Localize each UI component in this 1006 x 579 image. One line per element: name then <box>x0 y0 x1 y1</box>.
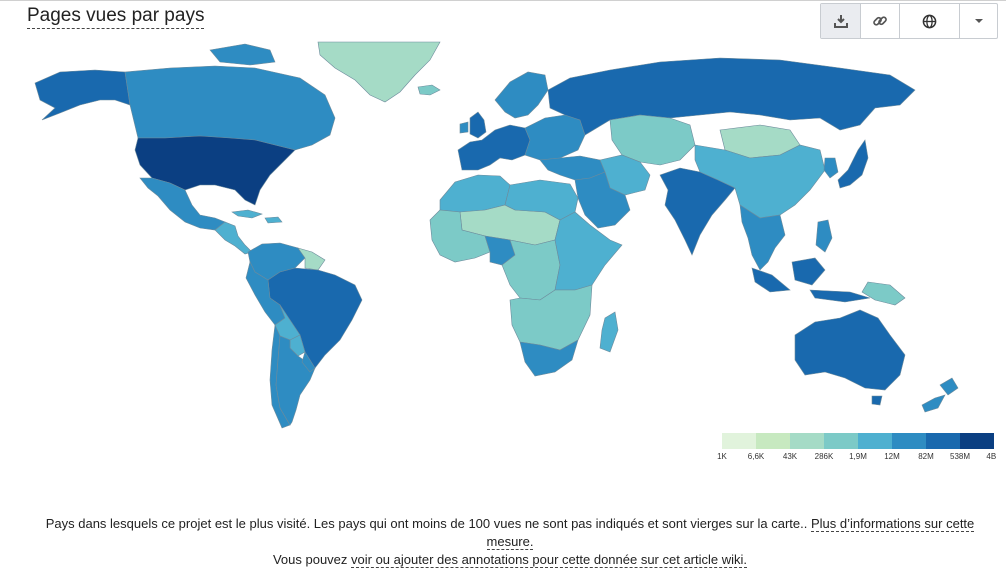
link-icon <box>873 16 887 26</box>
download-icon <box>833 15 848 28</box>
region-central-america[interactable] <box>214 221 253 255</box>
region-china[interactable] <box>694 144 826 219</box>
legend-swatch <box>960 433 994 449</box>
region-caribbean-2[interactable] <box>264 216 283 224</box>
region-eastern-europe[interactable] <box>524 114 586 161</box>
globe-icon <box>922 14 937 28</box>
region-western-europe[interactable] <box>457 124 531 171</box>
top-divider <box>0 0 1006 1</box>
map-view-button[interactable] <box>900 4 960 38</box>
region-east-africa[interactable] <box>554 211 623 291</box>
region-argentina[interactable] <box>275 335 316 426</box>
caret-down-icon <box>974 19 983 23</box>
region-madagascar[interactable] <box>599 311 619 353</box>
region-uruguay[interactable] <box>301 351 316 373</box>
more-info-link[interactable]: Plus d’informations sur cette mesure. <box>486 516 975 550</box>
legend-tick: 12M <box>884 452 900 461</box>
legend-swatch <box>926 433 960 449</box>
region-korea[interactable] <box>823 157 839 179</box>
legend-tick: 4B <box>986 452 997 461</box>
region-indonesia[interactable] <box>751 257 871 303</box>
region-saudi-arabia[interactable] <box>574 171 631 229</box>
region-central-asia[interactable] <box>609 114 696 166</box>
color-legend: 1K 6,6K 43K 286K 1,9M 12M 82M 538M 4B <box>717 433 997 464</box>
region-alaska[interactable] <box>34 69 131 121</box>
region-caribbean[interactable] <box>231 209 263 219</box>
region-united-kingdom[interactable] <box>469 111 487 139</box>
region-papua-new-guinea[interactable] <box>861 281 906 306</box>
region-tasmania[interactable] <box>871 395 883 406</box>
legend-swatches <box>722 433 994 449</box>
legend-tick: 82M <box>918 452 934 461</box>
footnote-text: Pays dans lesquels ce projet est le plus… <box>45 516 811 531</box>
region-southeast-asia[interactable] <box>739 204 786 271</box>
legend-swatch <box>756 433 790 449</box>
region-russia[interactable] <box>547 57 916 136</box>
legend-tick: 538M <box>949 452 971 461</box>
legend-swatch <box>790 433 824 449</box>
region-ireland[interactable] <box>459 121 469 134</box>
footnote-text-2: Vous pouvez <box>272 552 352 567</box>
annotations-link[interactable]: voir ou ajouter des annotations pour cet… <box>351 552 748 568</box>
download-button[interactable] <box>821 4 861 38</box>
region-canada[interactable] <box>124 65 336 151</box>
link-button[interactable] <box>861 4 900 38</box>
region-australia[interactable] <box>794 309 906 391</box>
legend-tick: 1K <box>717 452 727 461</box>
legend-tick: 1,9M <box>849 452 867 461</box>
legend-swatch <box>892 433 926 449</box>
legend-tick: 43K <box>782 452 798 461</box>
region-canada-arctic[interactable] <box>209 43 276 66</box>
world-map <box>34 41 959 429</box>
region-japan[interactable] <box>837 139 869 189</box>
chart-toolbar <box>820 3 998 39</box>
legend-ticks: 1K 6,6K 43K 286K 1,9M 12M 82M 538M 4B <box>717 452 997 464</box>
region-philippines[interactable] <box>815 219 833 253</box>
legend-swatch <box>722 433 756 449</box>
region-new-zealand[interactable] <box>921 377 959 413</box>
legend-tick: 6,6K <box>747 452 765 461</box>
region-iceland[interactable] <box>417 84 441 96</box>
legend-tick: 286K <box>814 452 834 461</box>
page-title: Pages vues par pays <box>27 5 205 29</box>
legend-swatch <box>858 433 892 449</box>
region-south-africa[interactable] <box>519 339 579 377</box>
chart-type-dropdown[interactable] <box>960 4 997 38</box>
region-greenland[interactable] <box>317 41 441 103</box>
footnote: Pays dans lesquels ce projet est le plus… <box>40 515 980 569</box>
legend-swatch <box>824 433 858 449</box>
region-scandinavia[interactable] <box>494 71 549 119</box>
